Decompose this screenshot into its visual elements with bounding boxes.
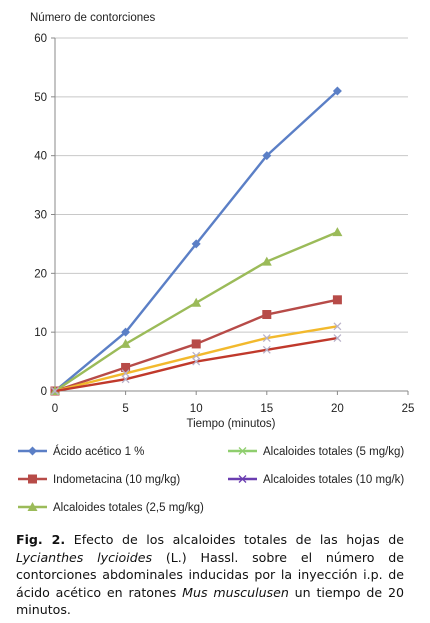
- data-point: [262, 345, 271, 354]
- legend-marker: [28, 474, 37, 484]
- y-tick-label: 10: [34, 327, 47, 339]
- data-point: [51, 387, 59, 395]
- data-point: [121, 375, 130, 384]
- series-3: [50, 227, 343, 395]
- data-point: [262, 310, 272, 320]
- y-tick-label: 50: [34, 92, 47, 104]
- y-tick-label: 0: [41, 386, 47, 398]
- caption-figure-label: Fig. 2.: [16, 532, 66, 547]
- series-layer: [50, 86, 343, 396]
- data-point: [262, 334, 271, 343]
- y-tick-label: 40: [34, 151, 47, 163]
- data-point: [192, 357, 201, 366]
- gridlines: [55, 37, 408, 333]
- x-axis-title: Tiempo (minutos): [186, 418, 275, 430]
- legend-label: Alcaloides totales (10 mg/k): [263, 474, 404, 486]
- series-1: [50, 86, 342, 396]
- y-tick-label: 60: [34, 33, 47, 45]
- figure-caption: Fig. 2. Efecto de los alcaloides totales…: [16, 531, 404, 619]
- series-5: [51, 334, 342, 395]
- x-tick-label: 10: [190, 403, 203, 415]
- caption-species-2: Mus musculusen: [182, 584, 289, 600]
- caption-text-3: un tiempo de 20 minutos.: [16, 584, 404, 618]
- data-point: [192, 351, 201, 360]
- data-point: [332, 86, 342, 96]
- legend-label: Indometacina (10 mg/kg): [53, 474, 180, 486]
- legend-marker: [238, 447, 247, 455]
- tick-labels: 0 10 20 30 40 50 60 0 5 10 15 20 25: [34, 33, 414, 415]
- data-point: [191, 297, 202, 307]
- caption-text-2: (L.) Hassl. sobre el número de contorcio…: [16, 549, 404, 600]
- x-tick-label: 5: [122, 403, 128, 415]
- x-tick-label: 15: [260, 403, 273, 415]
- data-point: [121, 362, 131, 372]
- legend-marker: [238, 475, 247, 483]
- y-tick-label: 20: [34, 268, 47, 280]
- data-point: [333, 322, 342, 331]
- legend-item-1: Ácido acético 1 %: [18, 445, 144, 458]
- x-tick-label: 0: [52, 403, 58, 415]
- data-point: [262, 151, 272, 161]
- legend-label: Ácido acético 1 %: [53, 445, 144, 458]
- y-axis-title: Número de contorciones: [30, 12, 156, 24]
- legend: Ácido acético 1 % Alcaloides totales (5 m…: [18, 445, 404, 514]
- data-point: [261, 256, 272, 266]
- legend-marker: [28, 446, 37, 456]
- legend-marker: [27, 502, 38, 511]
- data-point: [332, 227, 343, 237]
- x-tick-label: 20: [331, 403, 344, 415]
- data-point: [120, 338, 131, 348]
- data-point: [332, 295, 342, 305]
- legend-label: Alcaloides totales (2,5 mg/kg): [53, 502, 204, 514]
- legend-item-5: Alcaloides totales (2,5 mg/kg): [18, 502, 204, 514]
- series-4: [51, 322, 342, 395]
- x-tick-label: 25: [402, 403, 415, 415]
- legend-item-2: Alcaloides totales (5 mg/kg): [228, 446, 404, 458]
- axes: [51, 37, 409, 395]
- legend-item-4: Alcaloides totales (10 mg/k): [228, 474, 404, 486]
- data-point: [121, 327, 131, 337]
- data-point: [333, 334, 342, 343]
- series-line: [54, 325, 338, 393]
- series-line: [54, 231, 338, 392]
- legend-label: Alcaloides totales (5 mg/kg): [263, 446, 404, 458]
- caption-species-1: Lycianthes lycioides: [16, 549, 153, 565]
- data-point: [121, 369, 130, 378]
- caption-text-1: Efecto de los alcaloides totales de las …: [65, 532, 404, 547]
- data-point: [191, 339, 201, 349]
- data-point: [191, 239, 201, 249]
- legend-item-3: Indometacina (10 mg/kg): [18, 474, 180, 486]
- line-chart: Número de contorciones 0 10 20 30 40 50 60 0 5 10…: [18, 12, 414, 514]
- y-tick-label: 30: [34, 210, 47, 222]
